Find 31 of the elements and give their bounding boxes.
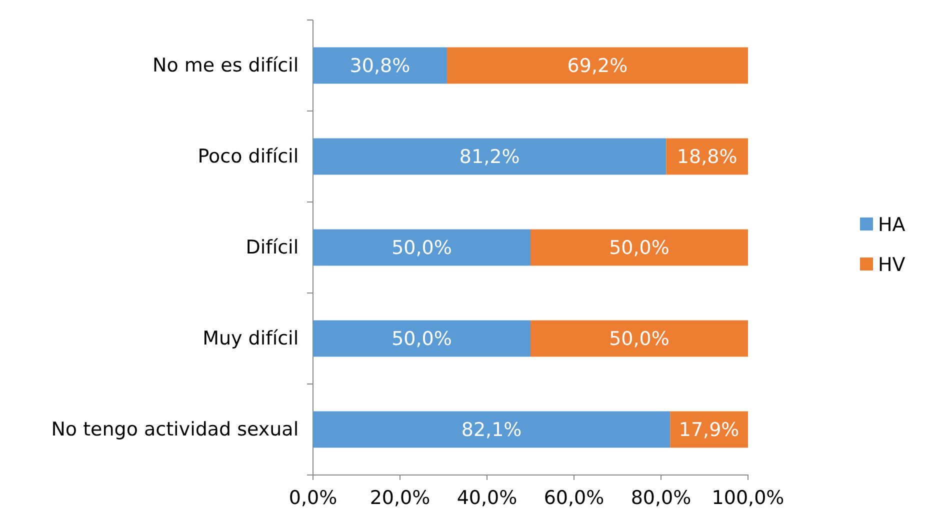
x-tick-label: 40,0% xyxy=(456,486,518,509)
y-tick-label: No me es difícil xyxy=(152,54,299,77)
data-label: 50,0% xyxy=(609,237,670,260)
bar xyxy=(313,411,670,448)
bar xyxy=(530,320,748,357)
x-tick-label: 80,0% xyxy=(630,486,692,509)
bar xyxy=(446,47,748,84)
data-label: 17,9% xyxy=(678,419,740,442)
y-tick-label: Muy difícil xyxy=(202,328,299,350)
data-label: 69,2% xyxy=(567,55,628,78)
data-label: 30,8% xyxy=(350,55,410,78)
data-label: 81,2% xyxy=(459,146,520,168)
data-label: 50,0% xyxy=(609,328,670,350)
data-label: 18,8% xyxy=(676,146,738,168)
data-label: 50,0% xyxy=(392,328,452,350)
bar xyxy=(313,138,666,175)
legend-label: HA xyxy=(878,214,906,236)
data-label: 82,1% xyxy=(461,419,522,442)
x-tick-label: 20,0% xyxy=(370,486,430,509)
bar xyxy=(313,229,530,266)
x-tick-label: 100,0% xyxy=(712,486,784,509)
bar xyxy=(313,320,530,357)
legend-label: HV xyxy=(878,254,906,276)
y-tick-label: Difícil xyxy=(246,236,299,259)
data-label: 50,0% xyxy=(392,237,452,260)
y-tick-label: Poco difícil xyxy=(198,146,299,168)
x-tick-label: 0,0% xyxy=(288,486,338,509)
bar xyxy=(313,47,447,84)
y-tick-label: No tengo actividad sexual xyxy=(51,418,299,441)
bar xyxy=(530,229,748,266)
x-tick-label: 60,0% xyxy=(544,486,604,509)
